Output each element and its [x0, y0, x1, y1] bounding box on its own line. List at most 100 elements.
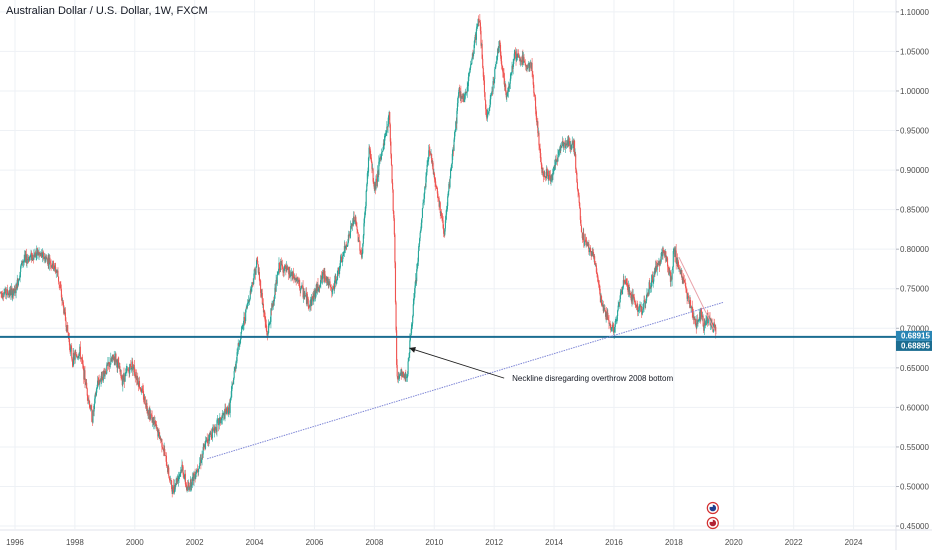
candle	[115, 359, 118, 368]
candle	[141, 385, 143, 395]
candle	[533, 82, 535, 97]
candle	[257, 264, 259, 275]
candle-body	[315, 284, 317, 292]
candle	[320, 274, 322, 289]
candle-body	[583, 241, 585, 243]
candle	[2, 292, 4, 301]
candle	[575, 167, 577, 175]
candle	[381, 150, 383, 156]
candle-body	[72, 361, 74, 366]
candle	[503, 68, 505, 85]
candle-body	[568, 141, 570, 146]
candle	[586, 240, 588, 247]
candle	[306, 294, 308, 307]
candle	[546, 166, 548, 177]
candle-body	[390, 154, 393, 165]
candle	[440, 211, 442, 216]
candle-body	[695, 318, 697, 325]
candle	[111, 354, 114, 363]
candle	[578, 192, 580, 206]
candle-body	[386, 126, 388, 128]
candle	[594, 263, 596, 267]
candle-body	[444, 220, 446, 229]
candle	[567, 134, 569, 148]
candle-body	[381, 152, 383, 155]
candle	[425, 172, 427, 190]
candle	[142, 385, 145, 403]
candle-body	[248, 299, 250, 302]
candle-body	[91, 409, 93, 422]
candle	[244, 317, 246, 325]
candle-body	[456, 110, 458, 124]
candle-body	[211, 428, 213, 439]
candle	[200, 457, 203, 464]
candle	[389, 122, 391, 146]
candle	[160, 438, 162, 443]
candle	[127, 367, 129, 373]
candle-body	[146, 402, 148, 410]
candle-body	[60, 287, 62, 290]
candle-body	[357, 232, 359, 242]
event-flag-us-icon[interactable]	[706, 516, 719, 530]
y-tick-label: 0.65000	[900, 364, 929, 373]
candle-body	[603, 308, 605, 311]
candle-body	[41, 252, 43, 258]
candle	[85, 379, 87, 389]
candle	[630, 292, 632, 300]
candle-body	[576, 182, 578, 190]
candle	[4, 288, 6, 295]
candle	[392, 179, 394, 193]
candle	[556, 159, 558, 165]
candle-body	[425, 176, 427, 188]
candle-body	[531, 62, 533, 72]
time-axis[interactable]: 1996 1998 2000 2002 2004 2006 2008 2010 2012 2014…	[6, 538, 863, 547]
candle-body	[267, 332, 269, 336]
candle-body	[689, 300, 692, 309]
candle-body	[165, 455, 168, 466]
candle-body	[13, 288, 15, 294]
candle	[637, 309, 639, 317]
candle-body	[516, 53, 518, 61]
candle	[125, 365, 127, 374]
candle-body	[12, 288, 14, 294]
candle-body	[147, 412, 149, 414]
candle	[357, 229, 359, 234]
candle	[106, 362, 108, 375]
candle-body	[205, 440, 207, 442]
candle-body	[339, 260, 341, 268]
y-tick-label: 0.90000	[900, 166, 929, 175]
candle	[378, 155, 380, 182]
candle	[602, 299, 604, 308]
candle	[649, 282, 651, 293]
candle-body	[462, 96, 464, 98]
candle-body	[180, 469, 182, 473]
candle	[72, 359, 74, 368]
candle-body	[171, 489, 173, 494]
candle	[109, 362, 111, 373]
candle	[450, 164, 452, 171]
candle	[58, 281, 60, 289]
event-flag-au-icon[interactable]	[706, 501, 719, 515]
candle	[220, 419, 222, 424]
candle	[324, 274, 327, 283]
candle-body	[118, 366, 120, 369]
candle-body	[386, 126, 388, 133]
candle-body	[613, 330, 615, 333]
candle	[510, 71, 512, 81]
event-markers[interactable]	[706, 501, 719, 530]
candle	[393, 210, 395, 221]
candle	[147, 408, 149, 419]
price-axis[interactable]: 0.450000.500000.550000.600000.650000.700…	[896, 8, 929, 531]
candle	[467, 72, 469, 92]
candle	[331, 288, 333, 297]
candle	[105, 369, 107, 375]
candle	[435, 177, 437, 191]
candle	[682, 276, 684, 285]
candle-body	[661, 252, 663, 253]
candle-body	[467, 86, 469, 88]
candle-body	[172, 485, 174, 490]
candle-body	[274, 287, 277, 292]
candle-body	[399, 373, 401, 376]
